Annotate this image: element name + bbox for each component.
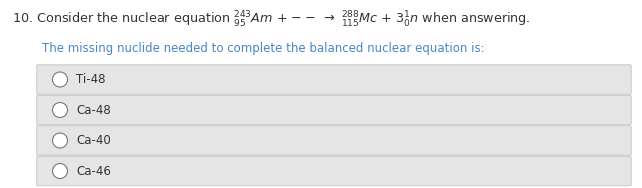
Circle shape xyxy=(53,133,67,148)
FancyBboxPatch shape xyxy=(37,65,631,94)
Circle shape xyxy=(53,72,67,87)
Circle shape xyxy=(53,164,67,178)
Text: Ca-40: Ca-40 xyxy=(76,134,111,147)
FancyBboxPatch shape xyxy=(37,126,631,155)
Text: Ti-48: Ti-48 xyxy=(76,73,105,86)
Text: Ca-48: Ca-48 xyxy=(76,104,111,117)
Circle shape xyxy=(53,102,67,118)
FancyBboxPatch shape xyxy=(37,156,631,186)
Text: Ca-46: Ca-46 xyxy=(76,164,111,177)
FancyBboxPatch shape xyxy=(37,95,631,125)
Text: The missing nuclide needed to complete the balanced nuclear equation is:: The missing nuclide needed to complete t… xyxy=(42,42,485,55)
Text: 10. Consider the nuclear equation $\mathregular{^{243}_{95}}\mathit{Am}$ + $--$ : 10. Consider the nuclear equation $\math… xyxy=(12,10,531,30)
